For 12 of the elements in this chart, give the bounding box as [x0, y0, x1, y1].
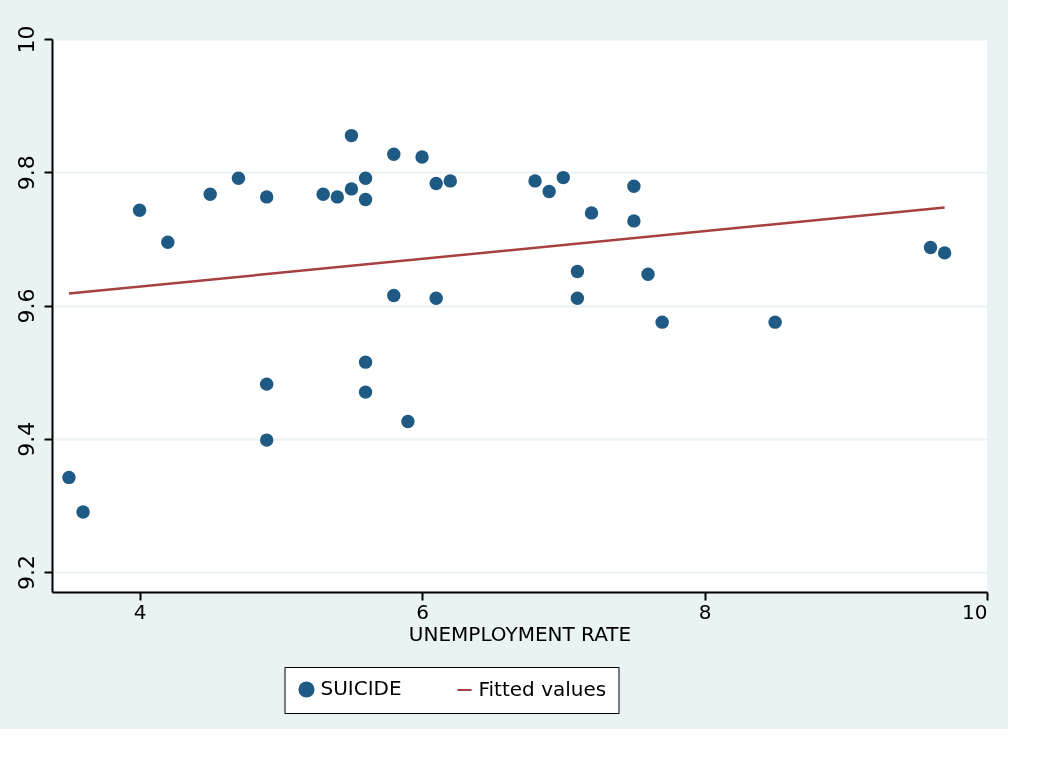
x-axis-title: UNEMPLOYMENT RATE — [408, 621, 632, 646]
y-tick-label: 9.6 — [13, 288, 39, 324]
x-tick-label: 4 — [133, 599, 147, 624]
legend-label: Fitted values — [478, 677, 607, 701]
y-tick-label: 10 — [13, 25, 39, 54]
legend-label: SUICIDE — [320, 676, 402, 701]
y-tick-label: 9.4 — [13, 421, 39, 457]
x-tick-label: 10 — [962, 599, 988, 624]
y-tick-label: 9.2 — [13, 555, 39, 591]
x-tick-label: 8 — [698, 599, 712, 624]
y-tick-label: 9.8 — [13, 155, 39, 191]
x-tick-label: 6 — [416, 599, 429, 624]
